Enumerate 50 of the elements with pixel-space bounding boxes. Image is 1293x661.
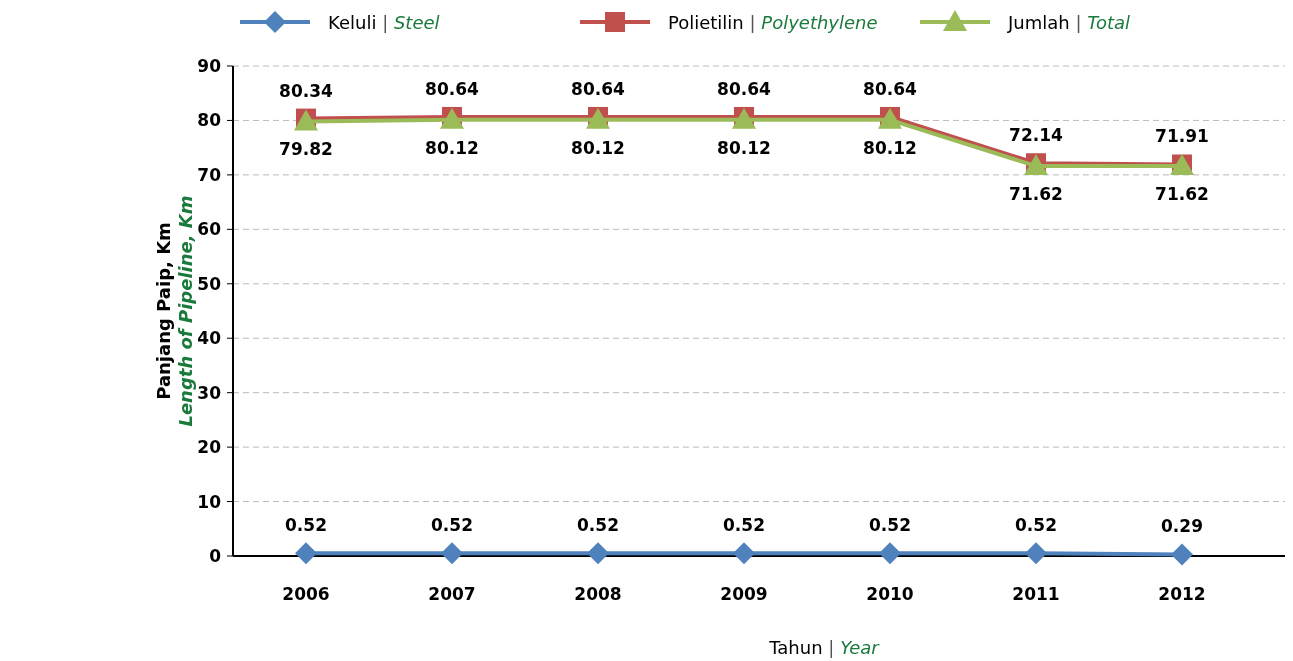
- y-tick-label: 20: [197, 437, 222, 458]
- x-tick-label: 2009: [720, 584, 768, 604]
- x-axis-title: Tahun | Year: [768, 637, 881, 658]
- x-tick-label: 2006: [282, 584, 330, 604]
- data-label: 0.52: [1015, 515, 1057, 536]
- y-tick-label: 50: [197, 273, 222, 294]
- point: [879, 542, 901, 565]
- y-tick-label: 0: [209, 546, 222, 566]
- data-label: 0.52: [431, 515, 473, 536]
- point: [587, 542, 609, 565]
- point: [733, 542, 755, 565]
- data-label: 71.62: [1155, 184, 1209, 205]
- data-label: 80.12: [717, 137, 771, 158]
- data-label: 0.52: [577, 515, 619, 536]
- data-label: 80.64: [863, 78, 918, 99]
- y-tick-label: 10: [197, 491, 222, 512]
- data-label: 71.91: [1155, 126, 1209, 147]
- y-tick-label: 40: [197, 328, 222, 349]
- x-tick-label: 2010: [866, 584, 914, 604]
- y-tick-label: 80: [197, 110, 222, 131]
- legend-label: Jumlah | Total: [1007, 12, 1131, 33]
- data-label: 80.64: [571, 78, 626, 99]
- data-label: 80.12: [571, 137, 625, 158]
- data-label: 79.82: [279, 139, 333, 160]
- y-tick-label: 90: [197, 56, 222, 76]
- point: [1025, 542, 1047, 565]
- data-label: 80.34: [279, 80, 334, 101]
- x-tick-label: 2008: [574, 584, 622, 604]
- point: [295, 542, 317, 565]
- data-label: 80.12: [863, 137, 917, 158]
- data-label: 0.52: [285, 515, 327, 536]
- data-label: 0.29: [1161, 516, 1203, 537]
- legend-label: Keluli | Steel: [328, 12, 440, 33]
- y-tick-label: 30: [197, 382, 222, 403]
- data-label: 72.14: [1009, 125, 1064, 146]
- data-label: 71.62: [1009, 184, 1063, 205]
- data-label: 80.64: [717, 78, 772, 99]
- y-tick-label: 60: [197, 219, 222, 240]
- data-label: 80.64: [425, 78, 480, 99]
- y-tick-label: 70: [197, 164, 222, 185]
- x-tick-label: 2007: [428, 584, 476, 604]
- x-tick-label: 2011: [1012, 584, 1060, 604]
- point: [441, 542, 463, 565]
- data-label: 0.52: [723, 515, 765, 536]
- point: [1171, 543, 1193, 566]
- x-tick-label: 2012: [1158, 584, 1206, 604]
- data-label: 0.52: [869, 515, 911, 536]
- data-label: 80.12: [425, 137, 479, 158]
- legend-label: Polietilin | Polyethylene: [668, 12, 878, 33]
- y-axis-title: Panjang Paip, Km Length of Pipeline, Km: [153, 195, 196, 427]
